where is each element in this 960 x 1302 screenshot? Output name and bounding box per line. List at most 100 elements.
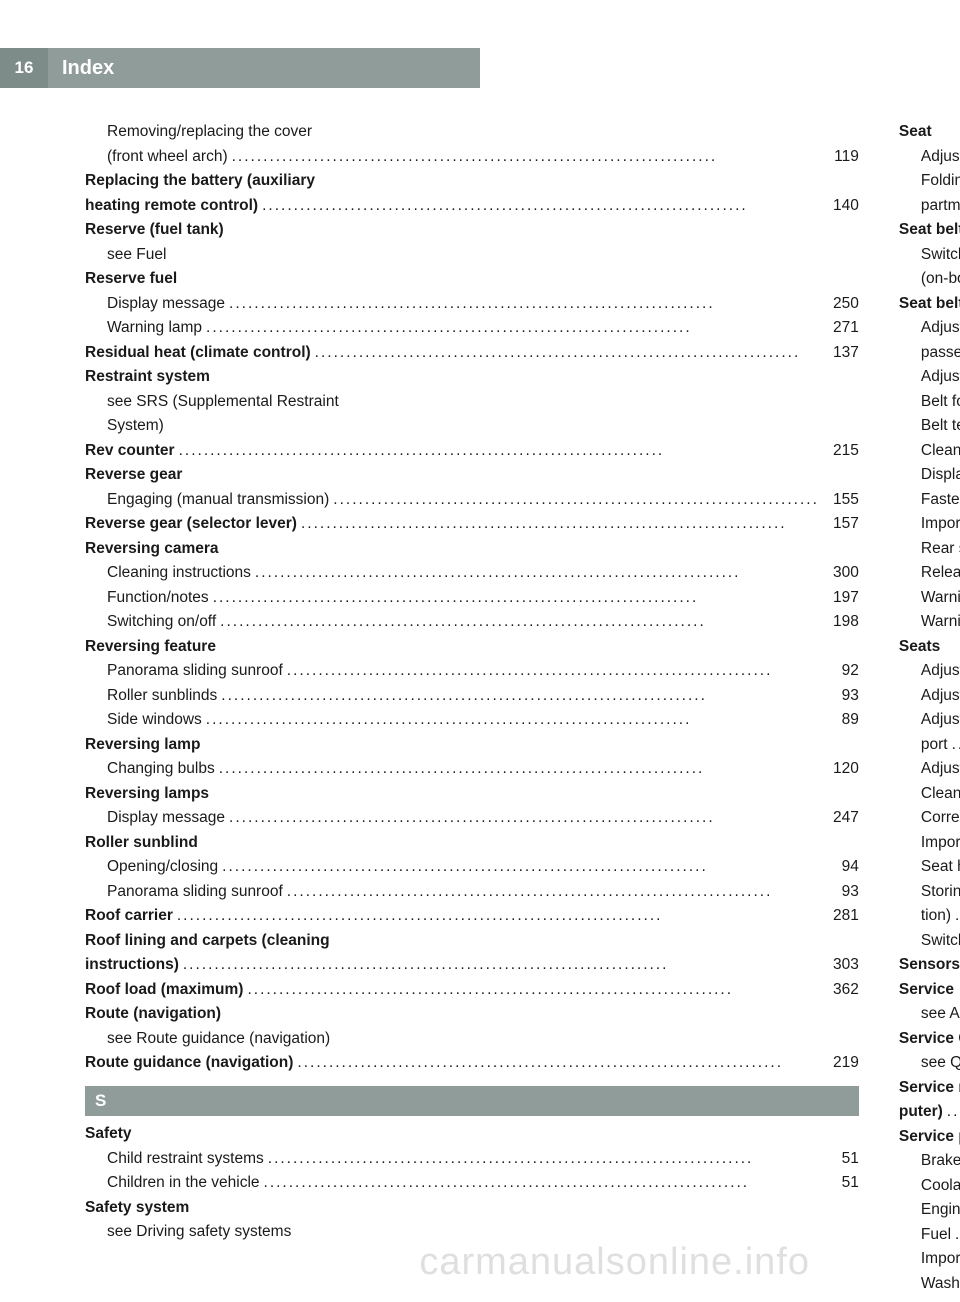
index-entry: Roller sunblind — [85, 831, 859, 856]
index-entry: System) — [85, 414, 859, 439]
index-label: Reversing camera — [85, 537, 219, 562]
index-entry: tion)107 — [899, 904, 960, 929]
index-entry: Service products — [899, 1125, 960, 1150]
index-page: 303 — [823, 953, 859, 978]
index-label: partment) forwards/back — [921, 194, 960, 219]
index-label: Adjusting (electrically) — [921, 659, 960, 684]
index-label: Fuel — [921, 1223, 951, 1248]
index-entry: instructions) 303 — [85, 953, 859, 978]
index-page: 247 — [823, 806, 859, 831]
index-page: 120 — [823, 757, 859, 782]
index-label: Reverse gear — [85, 463, 182, 488]
page-number: 16 — [0, 48, 48, 88]
index-label: Engine oil — [921, 1198, 960, 1223]
leader-dots — [221, 684, 819, 709]
leader-dots — [301, 512, 819, 537]
index-entry: Seat — [899, 120, 960, 145]
index-label: Reversing feature — [85, 635, 216, 660]
leader-dots — [255, 561, 819, 586]
index-page: 93 — [823, 880, 859, 905]
leader-dots — [297, 1051, 818, 1076]
index-entry: Changing bulbs 120 — [85, 757, 859, 782]
index-entry: Cleaning303 — [899, 439, 960, 464]
index-entry: (on-board computer)230 — [899, 267, 960, 292]
leader-dots — [952, 733, 960, 758]
left-column: Removing/replacing the cover(front wheel… — [85, 120, 859, 1237]
index-entry: Coolant (engine)360 — [899, 1174, 960, 1199]
index-label: port — [921, 733, 948, 758]
index-entry: Adjusting (Performance Seat)103 — [899, 145, 960, 170]
index-entry: Child restraint systems51 — [85, 1147, 859, 1172]
index-label: Changing bulbs — [107, 757, 215, 782]
leader-dots — [183, 953, 819, 978]
index-entry: Route (navigation) — [85, 1002, 859, 1027]
index-entry: see Route guidance (navigation) — [85, 1027, 859, 1052]
index-entry: Adjusting the height48 — [899, 365, 960, 390]
index-label: Important safety notes — [921, 1247, 960, 1272]
index-label: Important safety guidelines — [921, 512, 960, 537]
index-entry: Sensors (cleaning instructions)300 — [899, 953, 960, 978]
index-page: 92 — [823, 659, 859, 684]
index-entry: see Qualified specialist workshop — [899, 1051, 960, 1076]
index-entry: Reverse gear — [85, 463, 859, 488]
index-label: Replacing the battery (auxiliary — [85, 169, 315, 194]
index-entry: Reverse gear (selector lever)157 — [85, 512, 859, 537]
index-entry: Side windows89 — [85, 708, 859, 733]
index-entry: Washer fluid361 — [899, 1272, 960, 1297]
leader-dots — [247, 978, 818, 1003]
index-page: 219 — [823, 1051, 859, 1076]
index-entry: Important safety guidelines46 — [899, 512, 960, 537]
index-page: 137 — [823, 341, 859, 366]
index-entry: Belt force limiter50 — [899, 390, 960, 415]
index-entry: Adjusting (manually)100 — [899, 684, 960, 709]
index-label: Safety system — [85, 1196, 189, 1221]
index-label: Fastening — [921, 488, 960, 513]
index-entry: Switching seat heating on/off103 — [899, 929, 960, 954]
index-entry: Rear seat belt status indicator49 — [899, 537, 960, 562]
index-label: Washer fluid — [921, 1272, 960, 1297]
index-label: Panorama sliding sunroof — [107, 880, 283, 905]
index-page: 300 — [823, 561, 859, 586]
index-entry: Engine oil359 — [899, 1198, 960, 1223]
index-label: System) — [107, 414, 164, 439]
index-label: Roller sunblinds — [107, 684, 217, 709]
index-entry: Reversing lamps — [85, 782, 859, 807]
index-label: Roof carrier — [85, 904, 173, 929]
index-label: Reverse gear (selector lever) — [85, 512, 297, 537]
index-label: Folding the backrest (rear com- — [921, 169, 960, 194]
index-entry: Roller sunblinds 93 — [85, 684, 859, 709]
index-page: 140 — [823, 194, 859, 219]
index-entry: Folding the backrest (rear com- — [899, 169, 960, 194]
index-label: Reserve (fuel tank) — [85, 218, 224, 243]
index-label: Important safety notes — [921, 831, 960, 856]
index-entry: Seat belt — [899, 218, 960, 243]
index-page: 155 — [823, 488, 859, 513]
leader-dots — [222, 855, 819, 880]
index-entry: puter)225 — [899, 1100, 960, 1125]
index-label: Sensors (cleaning instructions) — [899, 953, 960, 978]
index-entry: Storing settings (memory func- — [899, 880, 960, 905]
index-entry: Display message243 — [899, 463, 960, 488]
index-label: Warning lamp — [921, 586, 960, 611]
index-entry: Cleaning the cover302 — [899, 782, 960, 807]
index-entry: Brake fluid360 — [899, 1149, 960, 1174]
index-label: Adjusting the height — [921, 365, 960, 390]
index-entry: Removing/replacing the cover — [85, 120, 859, 145]
index-page: 93 — [823, 684, 859, 709]
index-label: Roof lining and carpets (cleaning — [85, 929, 330, 954]
index-entry: Fastening48 — [899, 488, 960, 513]
index-label: Belt tensioner — [921, 414, 960, 439]
watermark: carmanualsonline.info — [419, 1241, 810, 1284]
index-entry: Replacing the battery (auxiliary — [85, 169, 859, 194]
index-label: Display message — [921, 463, 960, 488]
index-entry: partment) forwards/back280 — [899, 194, 960, 219]
index-page: 94 — [823, 855, 859, 880]
leader-dots — [955, 904, 960, 929]
index-entry: Safety system — [85, 1196, 859, 1221]
index-label: passenger seat belt — [921, 341, 960, 366]
index-label: see Route guidance (navigation) — [107, 1027, 330, 1052]
index-label: instructions) — [85, 953, 179, 978]
leader-dots — [206, 708, 819, 733]
index-label: Route (navigation) — [85, 1002, 221, 1027]
index-entry: Adjusting the 4-way lumbar sup- — [899, 708, 960, 733]
